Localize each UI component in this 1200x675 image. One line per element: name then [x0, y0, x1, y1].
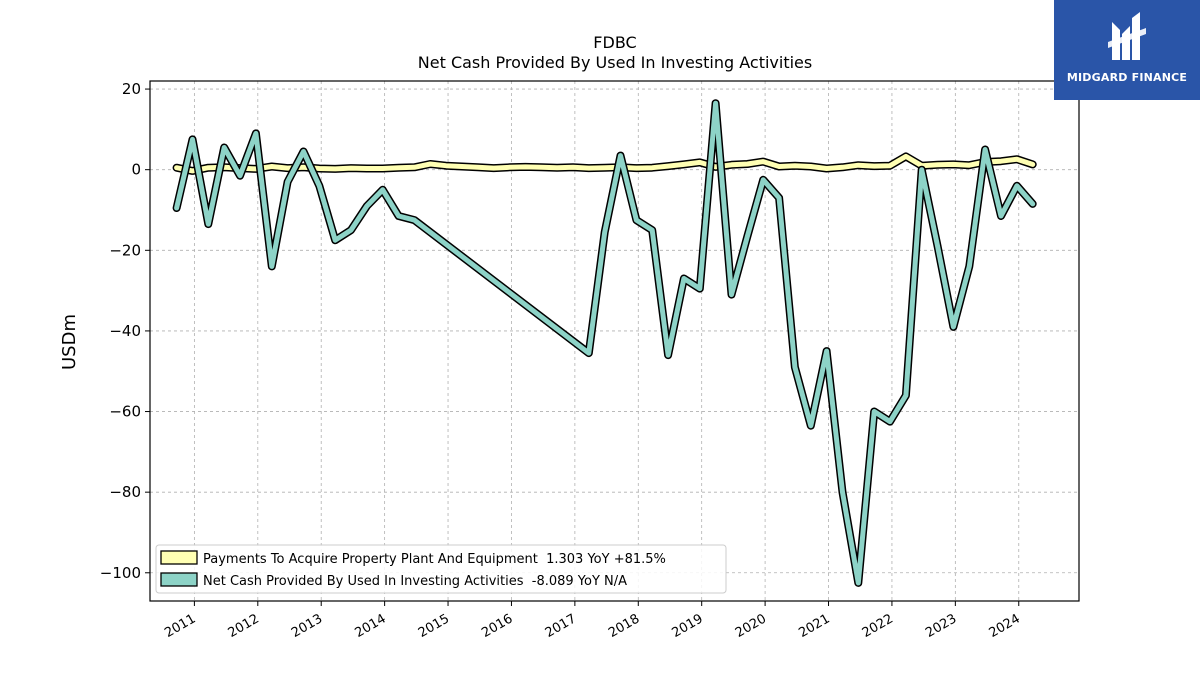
logo-mark-icon	[1108, 12, 1146, 60]
legend: Payments To Acquire Property Plant And E…	[155, 544, 727, 594]
net-cash-series-line	[174, 100, 1036, 586]
x-tick-label: 2012	[226, 611, 262, 641]
logo-text: MIDGARD FINANCE	[1066, 71, 1188, 84]
y-tick-label: −60	[109, 403, 141, 421]
x-tick-label: 2023	[923, 611, 959, 641]
capex-series-line	[174, 153, 1036, 174]
x-tick-label: 2021	[796, 611, 832, 641]
legend-swatch-net-cash	[160, 572, 198, 587]
y-tick-label: −80	[109, 483, 141, 501]
y-tick-label: −100	[100, 564, 141, 582]
grid	[150, 81, 1079, 601]
brand-logo: MIDGARD FINANCE	[1054, 0, 1200, 100]
x-tick-label: 2020	[733, 611, 769, 641]
chart-subtitle: Net Cash Provided By Used In Investing A…	[418, 53, 812, 72]
x-tick-label: 2011	[162, 611, 198, 641]
y-tick-label: 20	[122, 80, 141, 98]
y-axis-label: USDm	[59, 314, 80, 370]
y-tick-label: −40	[109, 322, 141, 340]
x-tick-label: 2013	[289, 611, 325, 641]
x-tick-label: 2024	[987, 611, 1023, 641]
x-tick-label: 2015	[416, 611, 452, 641]
plot-frame	[149, 80, 1080, 602]
x-tick-label: 2018	[606, 611, 642, 641]
legend-swatch-capex	[160, 550, 198, 565]
net-cash-series-outline	[172, 99, 1037, 587]
x-axis: 2011 2012 2013 2014 2015 2016 2017 2018 2019 2020…	[162, 601, 1023, 641]
legend-label-capex: Payments To Acquire Property Plant And E…	[203, 552, 666, 567]
x-tick-label: 2022	[860, 611, 896, 641]
y-tick-label: −20	[109, 241, 141, 259]
x-tick-label: 2016	[479, 611, 515, 641]
x-tick-label: 2014	[352, 611, 388, 641]
x-tick-label: 2019	[670, 611, 706, 641]
chart-title: FDBC	[593, 33, 636, 52]
legend-label-net-cash: Net Cash Provided By Used In Investing A…	[203, 574, 627, 589]
x-tick-label: 2017	[543, 611, 579, 641]
y-tick-label: 0	[131, 161, 141, 179]
legend-box	[155, 544, 727, 594]
y-axis: 20 0 −20 −40 −60 −80 −100	[100, 80, 150, 582]
series-layer	[172, 99, 1037, 587]
